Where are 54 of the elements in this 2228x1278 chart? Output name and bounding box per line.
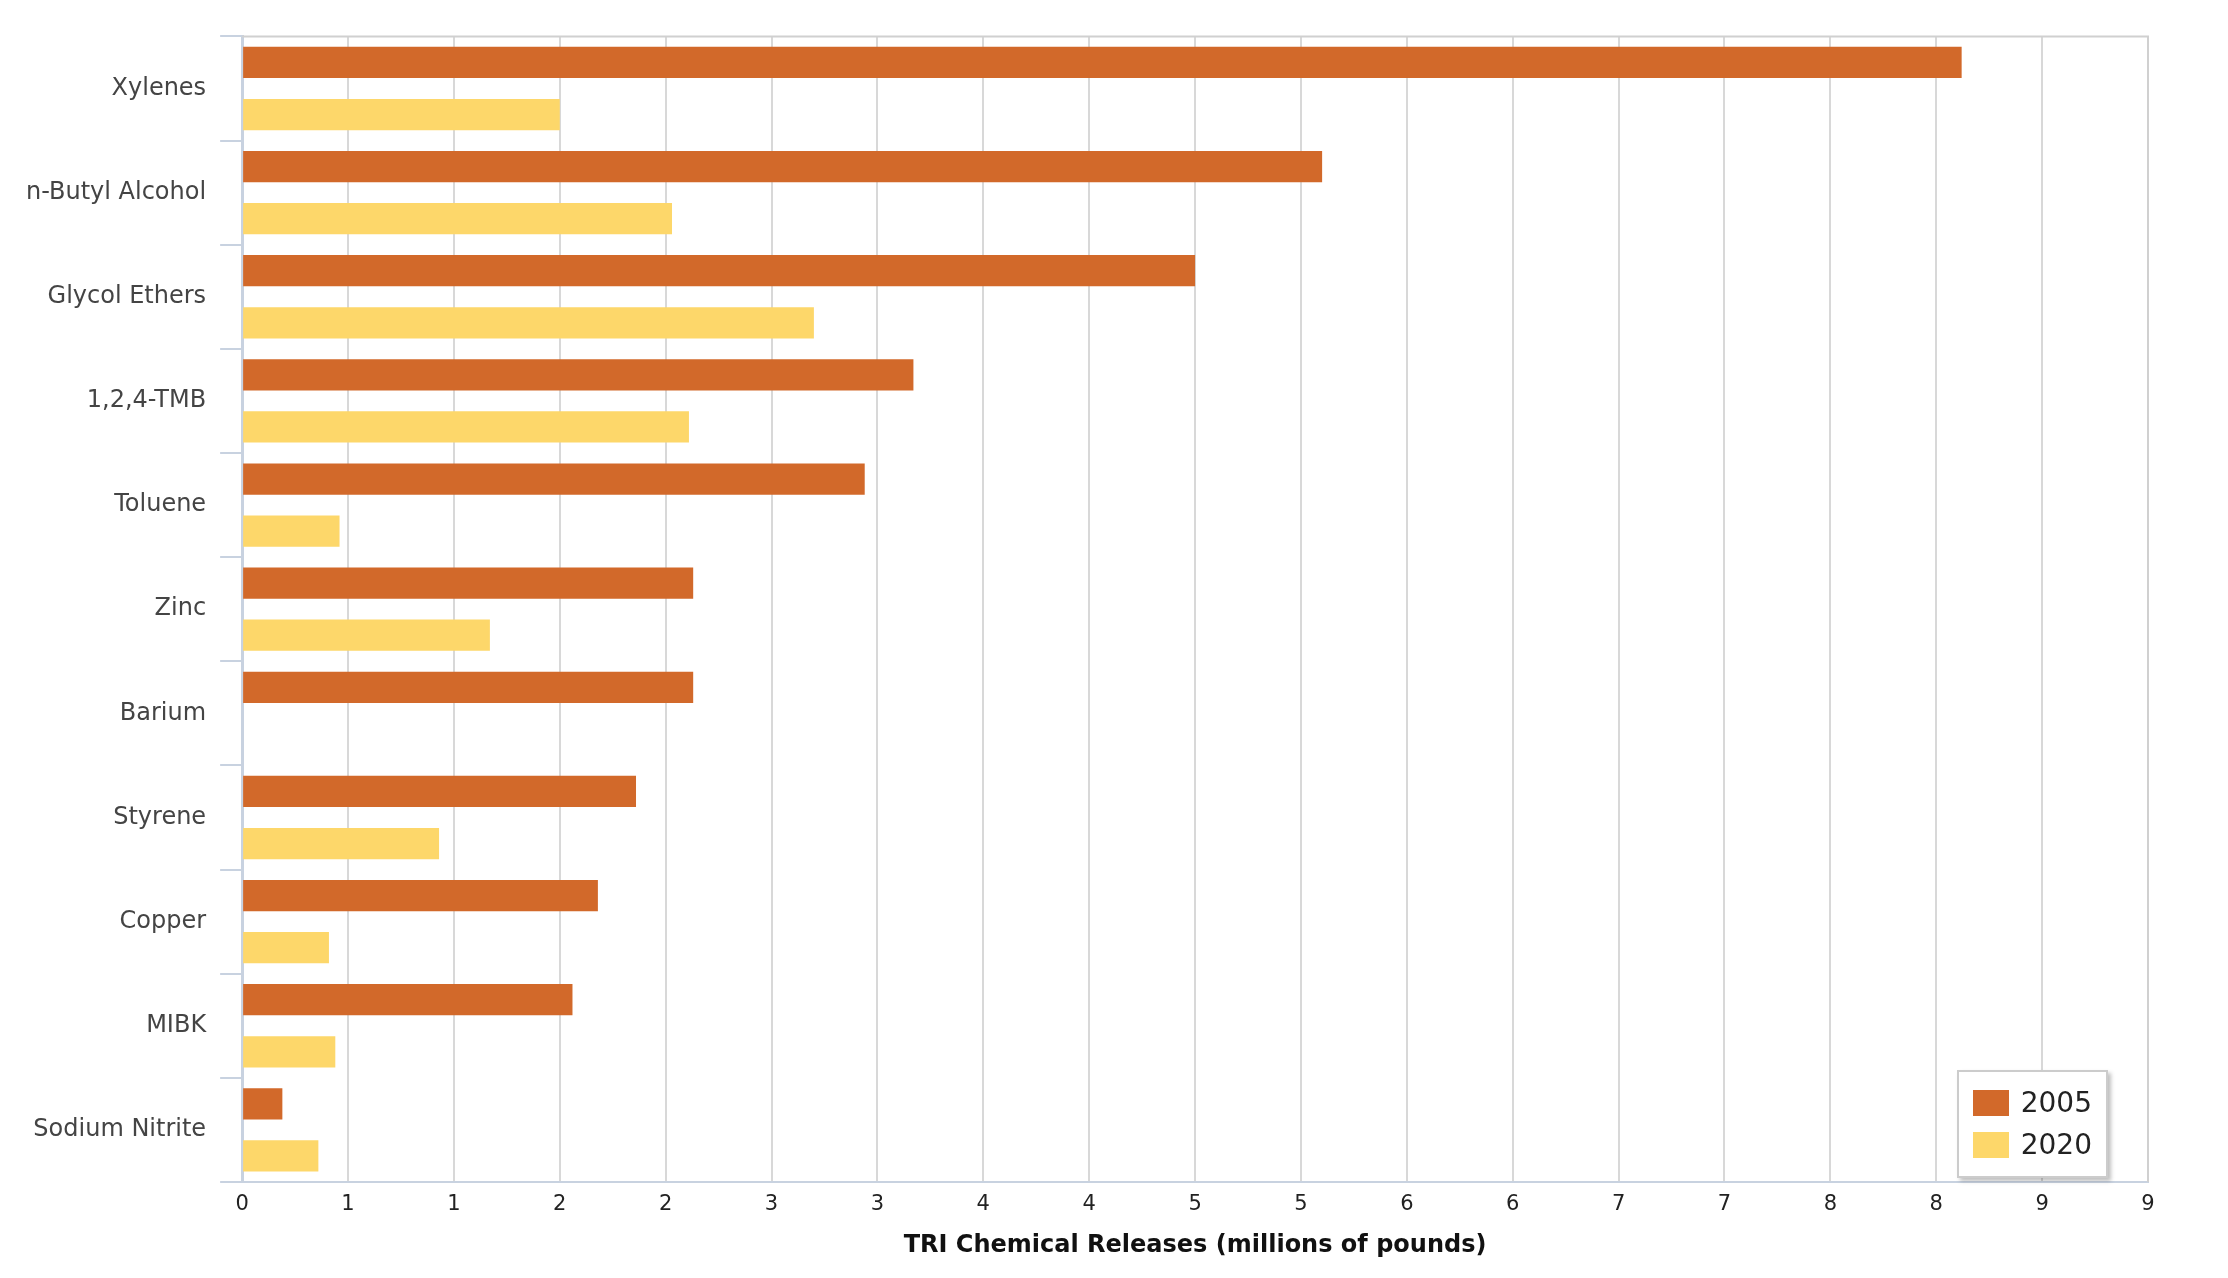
x-tick-label: 4 xyxy=(1082,1191,1096,1216)
bar xyxy=(243,150,1323,183)
x-tick-label: 1 xyxy=(447,1191,461,1216)
x-tick-label: 7 xyxy=(1611,1191,1626,1216)
y-tick-label: Glycol Ethers xyxy=(47,281,207,309)
bar xyxy=(243,255,1196,287)
legend-label: 2005 xyxy=(2020,1085,2092,1121)
x-tick-label: 5 xyxy=(1188,1191,1202,1216)
y-tick-label: n-Butyl Alcohol xyxy=(25,176,207,205)
bar xyxy=(243,879,598,912)
y-tick-label: MIBK xyxy=(146,1010,208,1039)
bar xyxy=(243,1140,319,1172)
x-tick-label: 8 xyxy=(1929,1191,1943,1216)
x-tick-label: 6 xyxy=(1400,1191,1414,1216)
x-tick-label: 3 xyxy=(870,1191,885,1216)
y-tick-label: Barium xyxy=(119,697,207,726)
legend-label: 2020 xyxy=(2020,1127,2092,1163)
bar xyxy=(243,567,694,599)
bar xyxy=(243,775,637,808)
bar xyxy=(243,307,814,339)
x-tick-label: 9 xyxy=(2035,1191,2049,1216)
bar xyxy=(243,827,440,860)
y-tick-label: 1,2,4-TMB xyxy=(86,385,207,414)
x-tick-label: 2 xyxy=(658,1191,673,1216)
bar xyxy=(243,671,694,703)
y-tick-label: Copper xyxy=(119,905,207,934)
y-tick-label: Sodium Nitrite xyxy=(33,1114,207,1143)
bar xyxy=(243,1088,283,1120)
bar xyxy=(243,359,914,391)
bar xyxy=(243,46,1962,79)
bar xyxy=(243,203,673,235)
bar xyxy=(243,932,329,964)
x-tick-label: 2 xyxy=(553,1191,567,1216)
bar xyxy=(243,619,490,651)
x-tick-label: 9 xyxy=(2141,1191,2155,1216)
x-tick-label: 6 xyxy=(1506,1191,1520,1216)
bar xyxy=(243,1036,336,1068)
y-tick-label: Xylenes xyxy=(111,72,207,101)
y-tick-label: Zinc xyxy=(154,593,207,622)
x-tick-label: 5 xyxy=(1294,1191,1308,1216)
x-tick-label: 3 xyxy=(764,1191,779,1216)
bar xyxy=(243,463,865,495)
x-axis-title: TRI Chemical Releases (millions of pounds) xyxy=(903,1229,1487,1258)
x-tick-label: 7 xyxy=(1717,1191,1732,1216)
x-tick-label: 4 xyxy=(976,1191,990,1216)
y-tick-label: Styrene xyxy=(113,801,207,830)
bar xyxy=(243,984,573,1016)
y-tick-label: Toluene xyxy=(113,489,207,518)
bar xyxy=(243,98,560,131)
x-tick-label: 1 xyxy=(341,1191,355,1216)
bar xyxy=(243,411,689,443)
x-tick-label: 8 xyxy=(1823,1191,1838,1216)
bar xyxy=(243,515,340,547)
x-tick-label: 0 xyxy=(235,1191,249,1216)
